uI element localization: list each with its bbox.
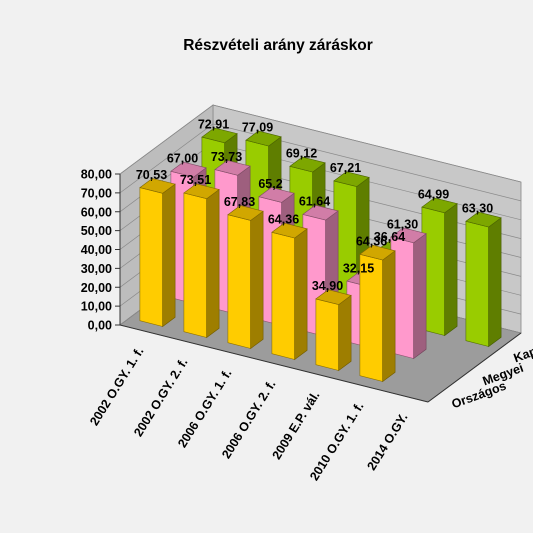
bar-top bbox=[139, 178, 176, 194]
data-label: 64,99 bbox=[418, 187, 449, 201]
y-tick-label: 30,00 bbox=[81, 262, 112, 276]
x-tick-label: 2014 O.GY. bbox=[364, 411, 410, 473]
bar-top bbox=[465, 211, 502, 228]
data-label: 64,36 bbox=[268, 213, 299, 227]
bar bbox=[183, 183, 220, 339]
y-tick-label: 0,00 bbox=[88, 319, 112, 333]
bars bbox=[139, 127, 502, 383]
bar-top bbox=[170, 161, 207, 178]
data-labels: 72,91 77,09 69,12 67,21 36,64 64,99 63,30 67,00… bbox=[136, 117, 493, 293]
bar-side bbox=[250, 210, 264, 350]
bar-top bbox=[271, 222, 308, 239]
bar bbox=[421, 197, 458, 337]
bar-side bbox=[338, 294, 352, 372]
x-tick-label: 2006 O.GY. 1. f. bbox=[175, 367, 234, 450]
y-axis: 0,00 10,00 20,00 30,00 40,00 50,00 60,00 70,00 8… bbox=[81, 168, 121, 333]
y-tick-label: 70,00 bbox=[81, 186, 112, 200]
data-label: 73,51 bbox=[180, 173, 211, 187]
bar-top bbox=[289, 156, 326, 173]
bar-side bbox=[488, 217, 502, 348]
bar-side bbox=[382, 250, 396, 383]
bar-front bbox=[315, 298, 340, 371]
bar-front bbox=[227, 214, 251, 349]
data-label: 36,64 bbox=[374, 230, 405, 244]
data-label: 77,09 bbox=[242, 120, 273, 134]
bar-side bbox=[444, 203, 458, 337]
bar bbox=[465, 211, 502, 348]
data-label: 67,00 bbox=[167, 152, 198, 166]
data-label: 61,64 bbox=[299, 195, 330, 209]
bar-side bbox=[162, 183, 176, 328]
bar-front bbox=[465, 220, 490, 347]
x-tick-label: 2010 O.GY. 1. f. bbox=[307, 400, 366, 483]
series-label: Országos bbox=[450, 379, 508, 412]
data-label: 67,21 bbox=[330, 161, 361, 175]
bar bbox=[139, 178, 176, 328]
y-tick-label: 50,00 bbox=[81, 224, 112, 238]
bar-front bbox=[271, 231, 296, 360]
bar-front bbox=[139, 187, 163, 327]
gridline bbox=[119, 123, 522, 202]
y-tick-label: 40,00 bbox=[81, 243, 112, 257]
y-tick-label: 20,00 bbox=[81, 281, 112, 295]
x-tick-label: 2002 O.GY. 2. f. bbox=[131, 356, 190, 439]
data-label: 67,83 bbox=[224, 195, 255, 209]
bar-front bbox=[183, 192, 207, 338]
bar-top bbox=[183, 183, 220, 200]
chart-title: Részvételi arány záráskor bbox=[183, 37, 373, 54]
bar-top bbox=[227, 205, 264, 221]
x-tick-label: 2002 O.GY. 1. f. bbox=[87, 345, 146, 428]
data-label: 34,90 bbox=[312, 279, 343, 293]
x-tick-label: 2006 O.GY. 2. f. bbox=[219, 378, 278, 461]
data-label: 73,73 bbox=[211, 150, 242, 164]
bar-top bbox=[390, 227, 427, 244]
bar bbox=[227, 205, 264, 350]
bar-top bbox=[302, 204, 339, 221]
bar-side bbox=[413, 233, 427, 360]
bar bbox=[271, 222, 308, 361]
bar-top bbox=[421, 197, 458, 214]
bar-top bbox=[258, 187, 295, 203]
data-label: 61,30 bbox=[387, 217, 418, 231]
y-tick-label: 10,00 bbox=[81, 300, 112, 314]
bar bbox=[359, 244, 396, 383]
data-label: 69,12 bbox=[286, 147, 317, 161]
x-tick-label: 2009 E.P. vál. bbox=[270, 389, 323, 462]
bar-top bbox=[359, 244, 396, 261]
bar-top bbox=[201, 127, 238, 144]
series-axis-line bbox=[427, 332, 522, 403]
bar-top bbox=[245, 130, 282, 147]
bar bbox=[390, 227, 427, 360]
bar bbox=[315, 289, 352, 372]
data-label: 65,2 bbox=[258, 177, 282, 191]
data-label: 63,30 bbox=[462, 202, 493, 216]
bar-side bbox=[294, 228, 308, 361]
y-tick-label: 80,00 bbox=[81, 168, 112, 182]
bar-side bbox=[206, 188, 220, 339]
y-tick-label: 60,00 bbox=[81, 205, 112, 219]
data-label: 72,91 bbox=[198, 117, 229, 131]
data-label: 70,53 bbox=[136, 168, 167, 182]
data-label: 64,36 bbox=[356, 235, 387, 249]
x-axis-line bbox=[119, 324, 429, 403]
gridline bbox=[119, 104, 522, 183]
bar-top bbox=[333, 171, 370, 187]
data-label: 32,15 bbox=[343, 261, 374, 275]
bar-top bbox=[315, 289, 352, 305]
bar-top bbox=[214, 160, 251, 176]
